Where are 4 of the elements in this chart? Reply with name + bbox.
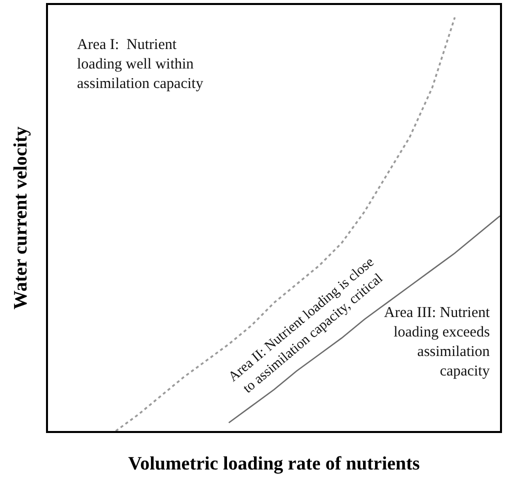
y-axis-title: Water current velocity: [10, 126, 32, 310]
annotation: Area III: Nutrient loading exceeds assimilation capacity: [384, 305, 491, 380]
annotation: Area I: Nutrient loading well within assimilation capacity: [77, 37, 204, 92]
x-axis-title: Volumetric loading rate of nutrients: [128, 454, 420, 475]
